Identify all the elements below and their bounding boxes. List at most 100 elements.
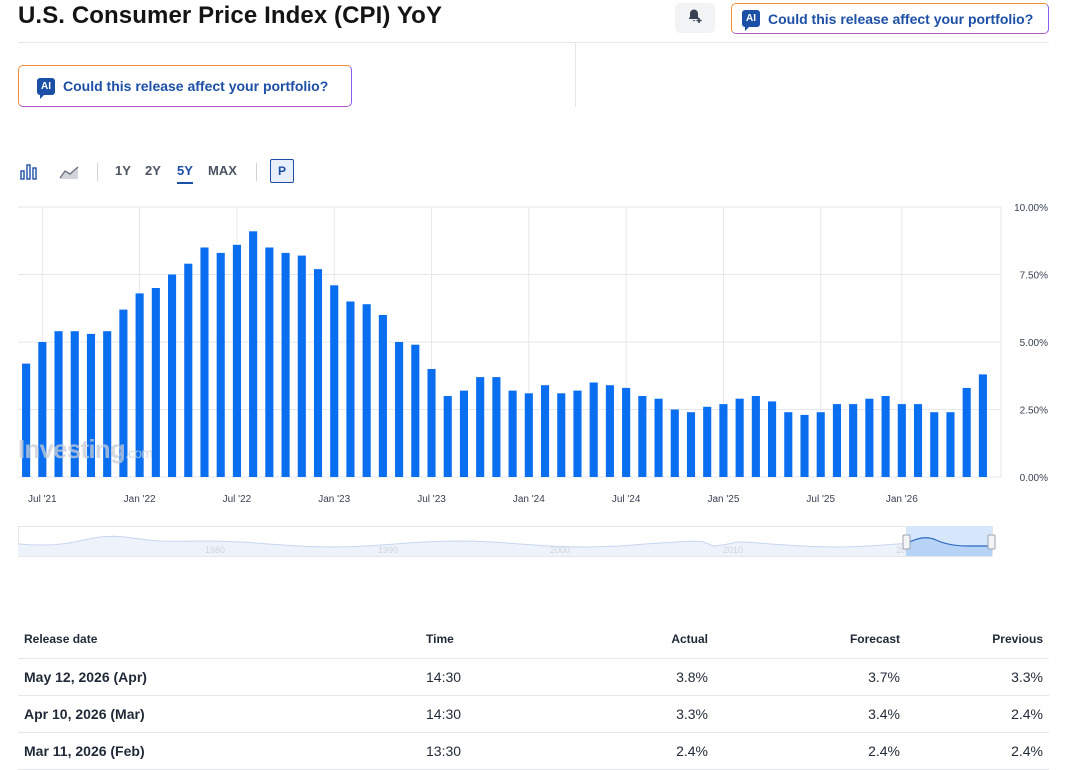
cpi-bar — [427, 369, 436, 477]
cpi-bar — [135, 293, 144, 477]
x-tick-label: Jan '22 — [124, 494, 156, 505]
navigator-handle[interactable] — [987, 534, 996, 550]
area-chart-icon[interactable] — [59, 163, 79, 189]
p-toggle-button[interactable]: P — [270, 159, 294, 183]
x-tick-label: Jul '23 — [417, 494, 446, 505]
cpi-bar — [492, 377, 501, 477]
ai-portfolio-button[interactable]: AI Could this release affect your portfo… — [18, 65, 352, 107]
ai-portfolio-label: Could this release affect your portfolio… — [63, 78, 329, 94]
cpi-bar — [946, 412, 955, 477]
cpi-bar — [557, 393, 566, 477]
x-tick-label: Jan '23 — [318, 494, 350, 505]
x-tick-label: Jul '24 — [612, 494, 641, 505]
cpi-bar — [232, 244, 241, 477]
cpi-bar — [38, 342, 47, 477]
cpi-bar — [768, 401, 777, 477]
y-tick-label: 7.50% — [1020, 271, 1048, 282]
navigator-year-label: 1990 — [378, 545, 398, 555]
cpi-bar — [395, 342, 404, 477]
cpi-bar — [265, 247, 274, 477]
range-max[interactable]: MAX — [208, 163, 237, 178]
ai-icon: AI — [37, 77, 55, 99]
bell-plus-icon — [687, 8, 703, 29]
cpi-bar — [330, 285, 339, 477]
actual-cell: 2.4% — [582, 732, 714, 770]
cpi-bar — [297, 255, 306, 477]
cpi-bar — [476, 377, 485, 477]
cpi-bar — [832, 404, 841, 477]
cpi-bar — [184, 263, 193, 477]
cpi-bar — [735, 398, 744, 477]
navigator-selection-line — [905, 537, 992, 547]
cpi-bar — [703, 406, 712, 477]
range-1y[interactable]: 1Y — [115, 163, 131, 178]
ai-portfolio-label: Could this release affect your portfolio… — [768, 10, 1034, 27]
col-actual[interactable]: Actual — [582, 620, 714, 659]
cpi-bar — [622, 387, 631, 477]
toolbar-separator — [256, 163, 257, 181]
release-date-cell: May 12, 2026 (Apr) — [18, 658, 420, 696]
actual-cell: 3.8% — [582, 658, 714, 696]
previous-cell: 3.3% — [906, 658, 1049, 696]
cpi-bar — [800, 414, 809, 477]
col-previous[interactable]: Previous — [906, 620, 1049, 659]
cpi-bar — [103, 331, 112, 477]
cpi-bar — [816, 412, 825, 477]
navigator-history-line — [18, 535, 907, 548]
cpi-bar — [670, 409, 679, 477]
cpi-bar — [540, 385, 550, 477]
y-tick-label: 5.00% — [1020, 338, 1048, 349]
range-2y[interactable]: 2Y — [145, 163, 161, 178]
cpi-bar — [216, 252, 225, 477]
cpi-bar — [362, 304, 371, 477]
cpi-bar — [249, 231, 258, 477]
cpi-bar — [719, 404, 728, 477]
time-cell: 13:30 — [420, 732, 582, 770]
chart-navigator[interactable]: 19801990200020102020 — [18, 526, 998, 558]
cpi-bar — [686, 412, 696, 477]
add-alert-button[interactable] — [675, 3, 715, 33]
x-tick-label: Jul '21 — [28, 494, 57, 505]
cpi-bar — [865, 398, 874, 477]
chart-toolbar: 1Y 2Y 5Y MAX P — [18, 158, 318, 186]
ai-portfolio-button-header[interactable]: AI Could this release affect your portfo… — [731, 3, 1049, 34]
cpi-bar — [411, 344, 420, 477]
range-5y[interactable]: 5Y — [177, 160, 193, 184]
cpi-bar — [378, 315, 387, 477]
x-tick-label: Jul '22 — [223, 494, 252, 505]
cpi-bar — [54, 331, 63, 477]
cpi-bar — [443, 396, 452, 477]
cpi-bar — [962, 387, 971, 477]
table-header-row: Release date Time Actual Forecast Previo… — [18, 620, 1049, 659]
release-date-cell: Mar 11, 2026 (Feb) — [18, 732, 420, 770]
previous-cell: 2.4% — [906, 732, 1049, 770]
x-tick-label: Jul '25 — [806, 494, 835, 505]
x-tick-label: Jan '26 — [886, 494, 918, 505]
previous-cell: 2.4% — [906, 695, 1049, 733]
cpi-bar — [168, 274, 177, 477]
navigator-year-label: 1980 — [205, 545, 225, 555]
cpi-bar — [119, 309, 128, 477]
y-tick-label: 2.50% — [1020, 406, 1048, 417]
cpi-bar — [589, 382, 598, 477]
navigator-year-label: 2010 — [723, 545, 743, 555]
cpi-bar — [22, 363, 31, 477]
navigator-year-label: 2000 — [550, 545, 570, 555]
table-row: Mar 11, 2026 (Feb) 13:30 2.4% 2.4% 2.4% — [18, 732, 1049, 770]
cpi-bar — [86, 333, 96, 477]
col-time[interactable]: Time — [420, 620, 582, 659]
cpi-bar — [881, 396, 890, 477]
cpi-bar — [913, 404, 923, 477]
page-title: U.S. Consumer Price Index (CPI) YoY — [18, 2, 443, 29]
navigator-handle[interactable] — [902, 534, 911, 550]
cpi-bar — [508, 390, 517, 477]
cpi-bar — [849, 404, 858, 477]
bar-chart-icon[interactable] — [20, 163, 40, 189]
header-divider — [18, 42, 1049, 43]
col-forecast[interactable]: Forecast — [714, 620, 906, 659]
col-release-date[interactable]: Release date — [18, 620, 420, 659]
cpi-bar — [151, 288, 160, 477]
cpi-bar — [605, 385, 614, 477]
navigator-selection-area — [906, 537, 992, 556]
forecast-cell: 2.4% — [714, 732, 906, 770]
